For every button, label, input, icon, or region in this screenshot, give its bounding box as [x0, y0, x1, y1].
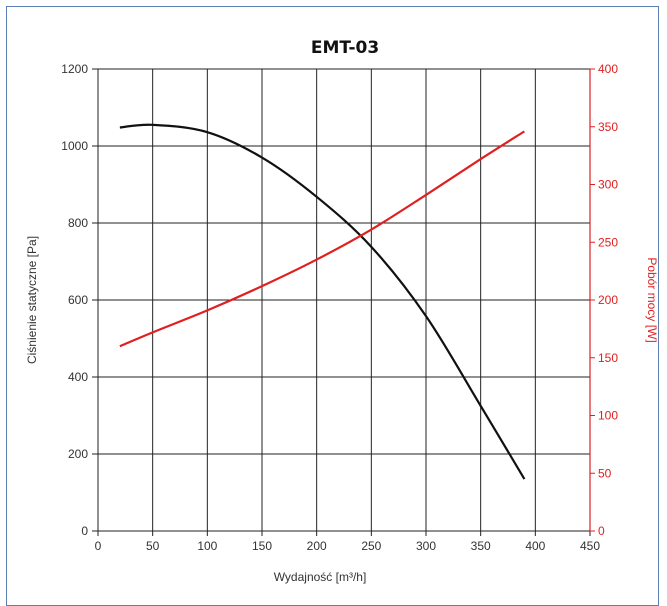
y-right-tick-label: 0 [598, 524, 605, 538]
grid [92, 68, 595, 536]
x-axis-label: Wydajność [m³/h] [274, 570, 367, 584]
y-left-tick-label: 1000 [61, 139, 88, 153]
x-tick-label: 0 [95, 539, 102, 553]
y-left-tick-label: 200 [68, 447, 88, 461]
tick-labels: 0 50 100 150 200 250 300 350 400 4500200400600800… [61, 62, 618, 553]
x-tick-label: 300 [416, 539, 436, 553]
y-right-tick-label: 400 [598, 62, 618, 76]
x-tick-label: 350 [471, 539, 491, 553]
y-right-tick-label: 50 [598, 466, 612, 480]
x-tick-label: 50 [146, 539, 160, 553]
x-tick-label: 150 [252, 539, 272, 553]
x-tick-label: 100 [197, 539, 217, 553]
y-right-tick-label: 300 [598, 178, 618, 192]
power-curve [119, 130, 525, 348]
y-axis-left-label: Ciśnienie statyczne [Pa] [25, 236, 39, 364]
chart-svg: EMT-03 0 50 100 150 200 250 300 350 400 450020040… [25, 38, 659, 584]
chart-frame [6, 6, 659, 606]
y-left-tick-label: 0 [81, 524, 88, 538]
y-right-tick-label: 200 [598, 293, 618, 307]
y-right-tick-label: 250 [598, 235, 618, 249]
x-tick-label: 450 [580, 539, 600, 553]
y-right-tick-label: 350 [598, 120, 618, 134]
y-right-tick-label: 100 [598, 409, 618, 423]
y-axis-right-label: Pobór mocy [W] [645, 257, 659, 342]
series-lines [119, 123, 526, 480]
chart-title: EMT-03 [311, 38, 379, 58]
y-left-tick-label: 400 [68, 370, 88, 384]
y-right-tick-label: 150 [598, 351, 618, 365]
x-tick-label: 200 [307, 539, 327, 553]
y-left-tick-label: 1200 [61, 62, 88, 76]
pressure-curve [119, 123, 526, 480]
x-tick-label: 250 [361, 539, 381, 553]
y-left-tick-label: 600 [68, 293, 88, 307]
y-left-tick-label: 800 [68, 216, 88, 230]
x-tick-label: 400 [525, 539, 545, 553]
